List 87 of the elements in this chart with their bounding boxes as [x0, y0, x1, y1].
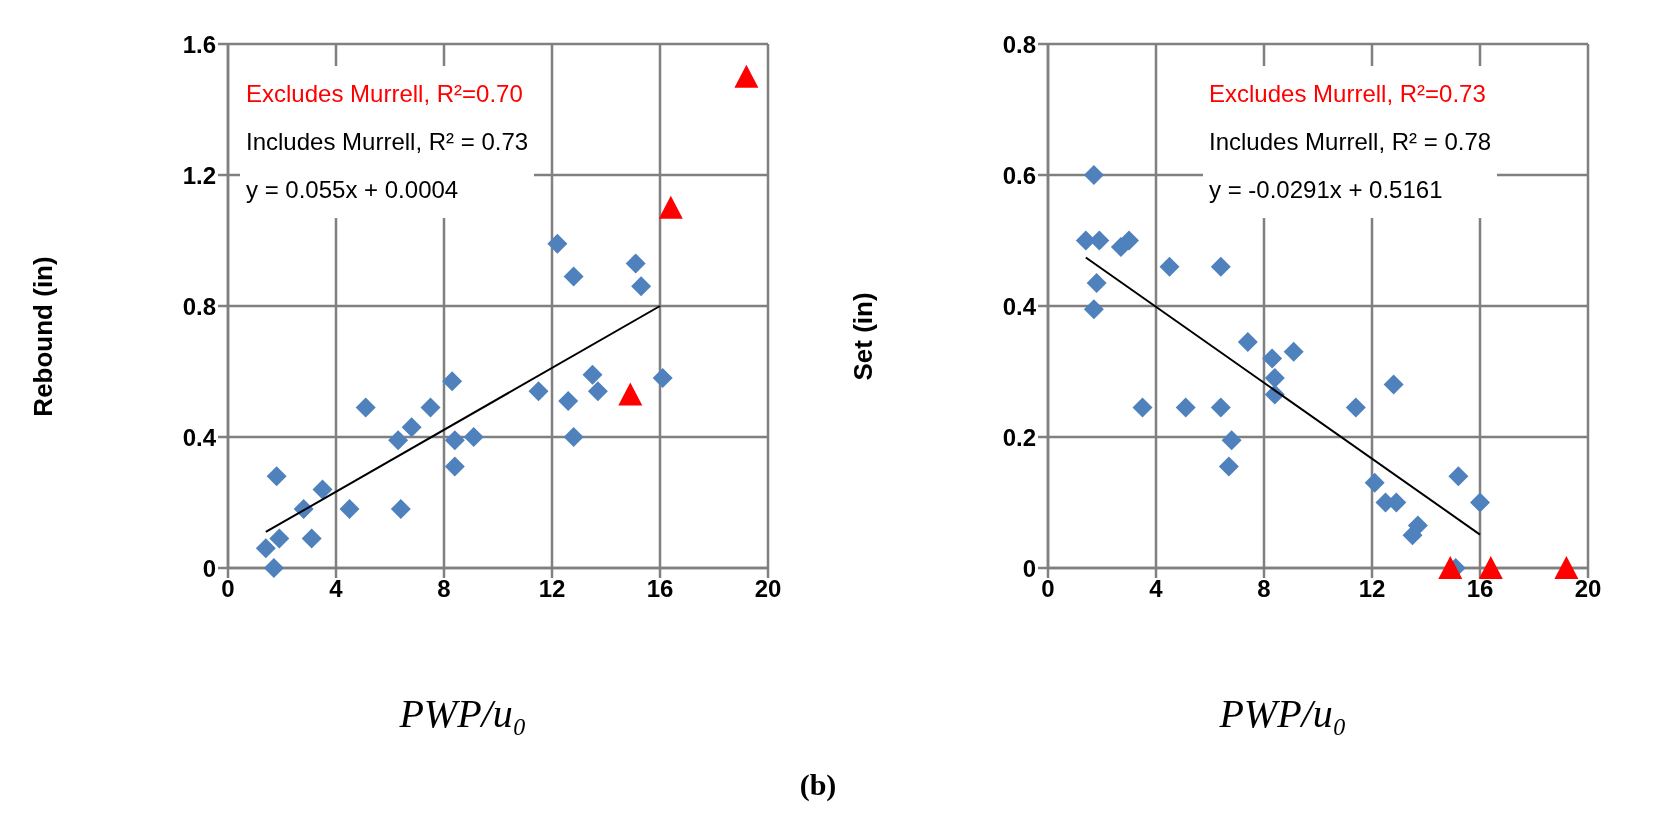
annotation: Includes Murrell, R² = 0.73 — [246, 127, 529, 157]
y-tick-label: 0.8 — [182, 292, 216, 320]
annotation: y = -0.0291x + 0.5161 — [1209, 175, 1444, 205]
point — [1364, 472, 1385, 493]
point — [1478, 556, 1503, 579]
point — [1089, 230, 1110, 251]
point — [1554, 556, 1579, 579]
point — [1159, 256, 1180, 277]
point — [1086, 273, 1107, 294]
point — [312, 479, 333, 500]
point — [563, 266, 584, 287]
point — [652, 368, 673, 389]
x-axis-title: PWP/u₀ — [398, 690, 528, 737]
point — [1221, 430, 1242, 451]
x-tick-label: 8 — [1257, 575, 1271, 603]
point — [255, 538, 276, 559]
point — [1083, 165, 1104, 185]
point — [444, 456, 465, 477]
y-tick-label: 0.4 — [182, 423, 217, 451]
point — [658, 195, 683, 219]
point — [263, 558, 284, 578]
x-axis-title: PWP/u₀ — [1218, 690, 1348, 737]
annotation: Includes Murrell, R² = 0.78 — [1209, 127, 1492, 157]
point — [1438, 556, 1463, 579]
point — [390, 499, 411, 520]
point — [1210, 397, 1231, 418]
annotation: Excludes Murrell, R²=0.73 — [1209, 79, 1487, 109]
point — [1345, 397, 1366, 418]
x-tick-label: 4 — [1149, 575, 1164, 603]
point — [269, 528, 290, 549]
x-tick-label: 12 — [538, 575, 566, 603]
point — [563, 427, 584, 447]
x-tick-label: 0 — [221, 575, 235, 603]
y-tick-label: 0.2 — [1002, 423, 1036, 451]
x-tick-label: 4 — [329, 575, 344, 603]
point — [1383, 374, 1404, 395]
y-tick-label: 0 — [202, 554, 216, 582]
point — [463, 427, 484, 447]
point — [625, 253, 646, 274]
y-tick-label: 0.4 — [1002, 292, 1037, 320]
text: (b) — [798, 768, 838, 802]
point — [1119, 230, 1139, 251]
point — [401, 417, 422, 438]
y-tick-label: 1.2 — [182, 161, 216, 189]
x-tick-label: 20 — [1574, 575, 1602, 603]
y-tick-label: 0.8 — [1002, 30, 1036, 58]
y-axis-title: Rebound (in) — [27, 255, 59, 417]
y-tick-label: 0 — [1022, 554, 1036, 582]
point — [444, 430, 465, 451]
point — [1470, 492, 1490, 513]
x-tick-label: 12 — [1358, 575, 1386, 603]
point — [1218, 456, 1239, 477]
point — [301, 528, 322, 549]
x-tick-label: 0 — [1041, 575, 1055, 603]
x-tick-label: 20 — [754, 575, 782, 603]
point — [1083, 299, 1104, 320]
point — [420, 397, 441, 418]
point — [442, 371, 463, 392]
point — [1264, 368, 1285, 389]
point — [339, 499, 360, 520]
point — [1175, 397, 1196, 418]
annotation: y = 0.055x + 0.0004 — [246, 175, 460, 205]
point — [528, 381, 549, 402]
x-tick-label: 16 — [646, 575, 674, 603]
x-tick-label: 16 — [1466, 575, 1494, 603]
point — [1210, 256, 1231, 277]
annotation: Excludes Murrell, R²=0.70 — [246, 79, 524, 109]
y-axis-title: Set (in) — [847, 291, 879, 381]
x-tick-label: 8 — [437, 575, 451, 603]
point — [734, 64, 759, 88]
point — [1132, 397, 1153, 418]
point — [631, 276, 652, 297]
point — [547, 233, 568, 254]
y-tick-label: 0.6 — [1002, 161, 1036, 189]
point — [558, 390, 579, 411]
y-tick-label: 1.6 — [182, 30, 216, 58]
point — [587, 381, 608, 402]
point — [266, 466, 287, 487]
point — [1448, 466, 1469, 487]
point — [1283, 341, 1304, 362]
point — [355, 397, 376, 418]
point — [388, 430, 409, 451]
point — [618, 382, 643, 406]
point — [1237, 332, 1258, 353]
point — [1407, 515, 1428, 536]
point — [582, 364, 603, 385]
point — [1262, 348, 1283, 369]
